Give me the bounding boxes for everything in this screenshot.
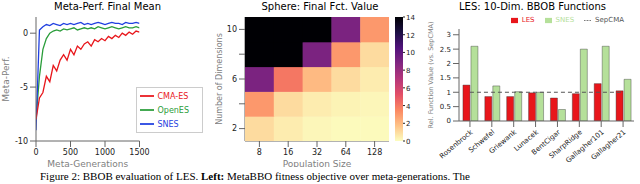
html-text:LES: LES [521,16,535,24]
svg-text:SharpRidge: SharpRidge [547,128,584,161]
svg-text:-5: -5 [20,83,28,92]
svg-text:14: 14 [406,14,415,22]
html-text:SNES: SNES [157,119,179,129]
svg-text:BentCigar: BentCigar [530,128,562,157]
html-text:Figure 2: BBOB evaluation of L: Figure 2: BBOB evaluation of LES. Left: … [40,170,470,182]
svg-text:1: 1 [447,89,451,97]
html-text:LES: 10-Dim. BBOB Functions: LES: 10-Dim. BBOB Functions [459,1,606,12]
html-text:Sphere: Final Fct. Value: Sphere: Final Fct. Value [261,1,379,12]
svg-text:4: 4 [406,103,411,111]
svg-text:Meta-Perf.: Meta-Perf. [8,56,11,101]
svg-text:1500: 1500 [129,148,149,157]
svg-text:8: 8 [257,148,262,157]
svg-text:128: 128 [367,148,382,157]
svg-text:2: 2 [406,120,410,128]
svg-text:3: 3 [447,31,451,39]
svg-text:12: 12 [406,32,415,40]
svg-text:2.5: 2.5 [440,46,451,54]
svg-text:16: 16 [283,148,293,157]
html-text:SNES: SNES [555,16,575,24]
html-text:OpenES: OpenES [157,105,189,115]
svg-text:6: 6 [232,75,237,84]
svg-text:Gallagher21: Gallagher21 [590,128,628,162]
svg-text:0: 0 [23,29,28,38]
svg-text:6: 6 [406,85,411,93]
html-text:Meta-Perf. Final Mean: Meta-Perf. Final Mean [54,1,161,12]
svg-text:2: 2 [447,60,451,68]
svg-text:1000: 1000 [95,148,115,157]
svg-text:Gallagher101: Gallagher101 [564,128,606,165]
svg-text:0: 0 [406,138,410,146]
svg-text:0: 0 [447,117,451,125]
svg-text:Rel. Function Value (vs. SepCM: Rel. Function Value (vs. SepCMA) [427,21,435,128]
svg-text:Griewank: Griewank [488,128,519,156]
svg-text:Number of Dimensions: Number of Dimensions [215,33,224,125]
svg-text:Rosenbrock: Rosenbrock [438,128,475,161]
svg-text:8: 8 [406,67,410,75]
svg-text:10: 10 [406,49,415,57]
svg-text:2: 2 [232,124,237,133]
svg-text:Meta-Generations: Meta-Generations [47,159,128,167]
svg-text:64: 64 [341,148,351,157]
svg-text:10: 10 [227,25,237,34]
svg-text:500: 500 [63,148,78,157]
svg-text:Schwefel: Schwefel [467,128,497,155]
svg-text:32: 32 [312,148,322,157]
html-text:SepCMA: SepCMA [595,16,624,24]
svg-text:Population Size: Population Size [283,159,352,167]
svg-text:0: 0 [33,148,38,157]
svg-text:0.5: 0.5 [440,103,451,111]
svg-text:Lunacek: Lunacek [512,128,540,154]
svg-text:-10: -10 [15,137,28,146]
html-text:CMA-ES: CMA-ES [157,91,189,101]
svg-text:1.5: 1.5 [440,74,451,82]
